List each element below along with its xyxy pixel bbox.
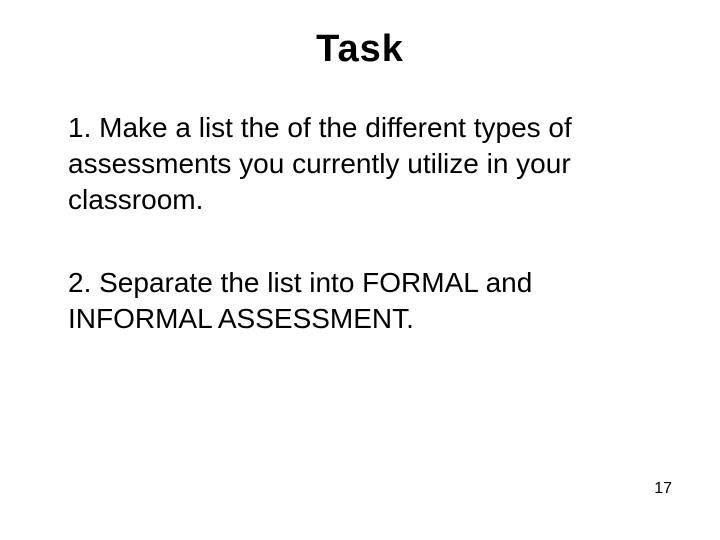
task-item-2: 2. Separate the list into FORMAL and INF… [68, 265, 658, 337]
page-number: 17 [654, 480, 672, 498]
slide: Task 1. Make a list the of the different… [0, 0, 720, 540]
task-item-1: 1. Make a list the of the different type… [68, 110, 658, 217]
slide-body: 1. Make a list the of the different type… [68, 110, 658, 385]
slide-title: Task [0, 28, 720, 71]
